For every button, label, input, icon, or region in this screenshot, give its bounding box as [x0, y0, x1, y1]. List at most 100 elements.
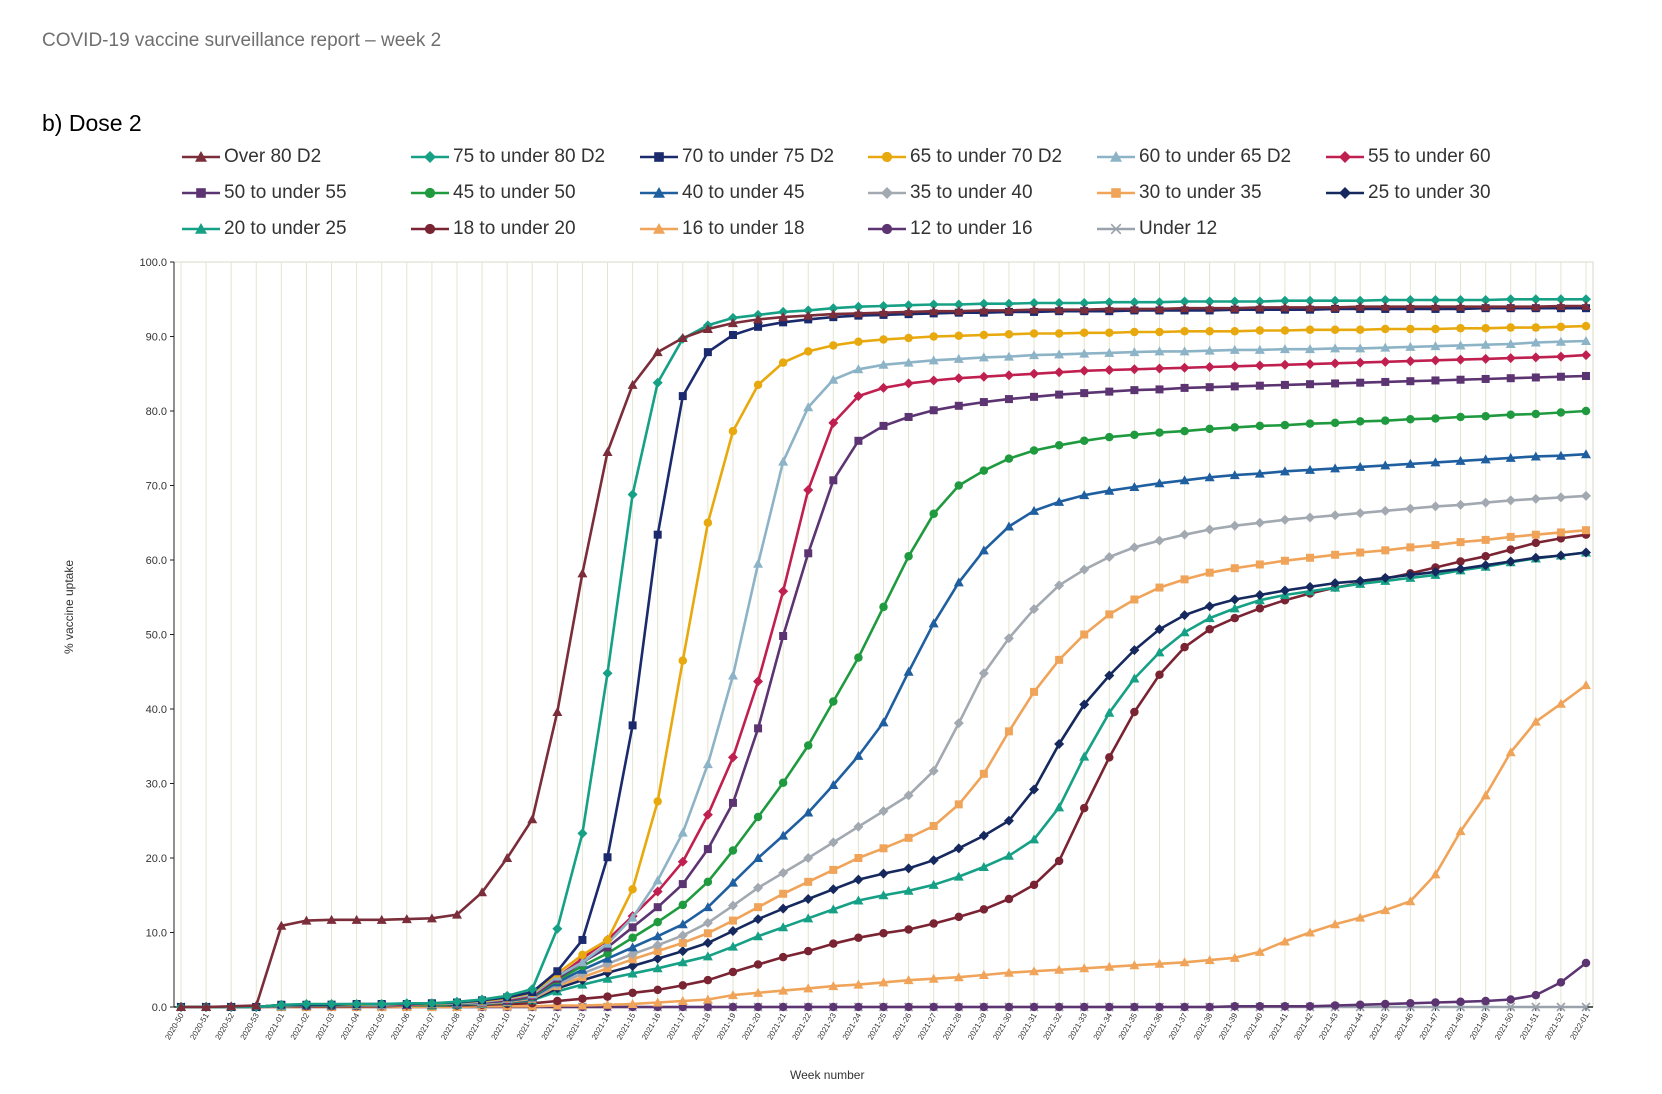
- data-point: [1555, 698, 1566, 708]
- data-point: [1180, 575, 1189, 584]
- data-point: [1305, 464, 1316, 474]
- data-point: [1581, 680, 1591, 690]
- data-point: [1380, 905, 1391, 915]
- x-tick-label: 2021-44: [1342, 1011, 1365, 1041]
- legend-item: 70 to under 75 D2: [638, 145, 834, 169]
- data-point: [1029, 304, 1040, 314]
- data-point: [1129, 673, 1140, 683]
- x-tick-label: 2021-30: [991, 1011, 1014, 1041]
- data-point: [854, 337, 863, 346]
- data-point: [1229, 361, 1240, 372]
- data-point: [803, 983, 814, 993]
- data-point: [1455, 354, 1466, 365]
- data-point: [1405, 458, 1416, 468]
- y-tick-label: 30.0: [146, 779, 167, 791]
- x-tick-label: 2020-53: [239, 1011, 262, 1041]
- data-point: [628, 885, 637, 894]
- data-point: [1505, 301, 1516, 311]
- data-point: [1456, 557, 1465, 566]
- data-point: [652, 931, 663, 941]
- x-tick-label: 2021-31: [1016, 1011, 1039, 1041]
- data-point: [753, 1002, 763, 1012]
- data-point: [1204, 296, 1215, 307]
- data-point: [1003, 351, 1014, 361]
- data-point: [904, 333, 913, 343]
- legend-label: Under 12: [1139, 218, 1218, 239]
- data-point: [603, 992, 612, 1001]
- data-point: [1054, 856, 1064, 866]
- data-point: [1405, 896, 1416, 906]
- data-point: [1380, 342, 1391, 352]
- data-point: [477, 887, 488, 897]
- legend-item: 40 to under 45: [638, 181, 805, 205]
- data-point: [854, 653, 863, 662]
- data-point: [1531, 373, 1540, 382]
- x-tick-label: 2020-50: [163, 1011, 186, 1041]
- data-point: [1456, 412, 1465, 422]
- data-point: [1582, 371, 1590, 380]
- data-point: [728, 967, 738, 977]
- data-point: [1004, 395, 1013, 404]
- x-tick-label: 2021-17: [665, 1011, 688, 1041]
- data-point: [577, 957, 588, 967]
- data-point: [653, 947, 662, 956]
- data-point: [652, 875, 663, 885]
- x-tick-label: 2021-14: [590, 1011, 613, 1041]
- data-point: [1530, 716, 1541, 726]
- x-tick-label: 2021-34: [1092, 1011, 1115, 1041]
- data-point: [778, 1002, 788, 1012]
- x-tick-label: 2021-51: [1518, 1011, 1541, 1041]
- data-point: [1129, 364, 1140, 375]
- data-point: [1029, 446, 1039, 455]
- data-point: [1505, 747, 1516, 757]
- data-point: [804, 549, 813, 558]
- data-point: [803, 807, 814, 817]
- data-point: [1455, 455, 1466, 465]
- data-point: [1254, 517, 1265, 528]
- data-point: [1054, 367, 1065, 378]
- data-point: [1003, 850, 1014, 860]
- data-point: [1229, 303, 1240, 313]
- data-point: [1179, 475, 1190, 485]
- data-point: [903, 863, 914, 874]
- data-point: [1356, 378, 1365, 387]
- data-point: [1054, 496, 1065, 506]
- data-point: [1279, 344, 1290, 354]
- legend-item: 65 to under 70 D2: [866, 145, 1062, 169]
- data-point: [953, 718, 964, 729]
- data-point: [1105, 432, 1114, 442]
- data-point: [1330, 295, 1341, 306]
- data-point: [903, 885, 914, 895]
- report-header: COVID-19 vaccine surveillance report – w…: [42, 30, 442, 51]
- data-point: [803, 946, 813, 956]
- data-point: [1279, 359, 1290, 370]
- data-point: [1530, 451, 1541, 461]
- x-tick-label: 2022-01: [1568, 1011, 1591, 1041]
- data-point: [753, 812, 763, 822]
- data-point: [953, 353, 964, 363]
- data-point: [1581, 547, 1591, 558]
- data-point: [1004, 1002, 1014, 1012]
- data-point: [702, 759, 713, 769]
- x-axis-title: Week number: [790, 1068, 865, 1082]
- y-tick-label: 50.0: [146, 630, 167, 642]
- data-point: [1380, 301, 1391, 311]
- data-point: [1254, 946, 1265, 956]
- data-point: [1129, 347, 1140, 357]
- data-point: [653, 903, 662, 912]
- data-point: [1154, 647, 1165, 657]
- x-tick-label: 2021-47: [1418, 1011, 1441, 1041]
- data-point: [878, 806, 889, 817]
- data-point: [426, 998, 437, 1009]
- data-point: [301, 915, 312, 925]
- data-point: [1004, 727, 1013, 736]
- legend-swatch: [1097, 223, 1135, 235]
- data-point: [928, 355, 939, 365]
- data-point: [753, 380, 763, 390]
- data-point: [853, 874, 864, 885]
- data-point: [1180, 1002, 1189, 1012]
- data-point: [1080, 389, 1089, 398]
- x-tick-label: 2021-08: [439, 1011, 462, 1041]
- data-point: [426, 913, 437, 923]
- data-point: [1104, 347, 1115, 357]
